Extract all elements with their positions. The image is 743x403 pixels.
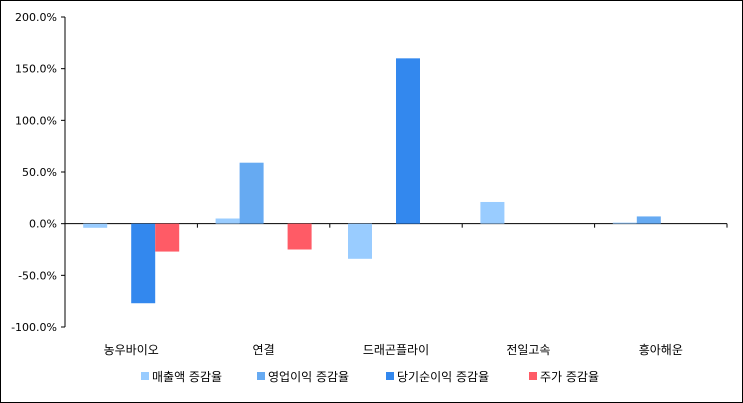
- category-label: 전일고속: [506, 343, 550, 357]
- y-tick-label: -50.0%: [18, 269, 57, 282]
- legend-swatch: [386, 372, 394, 380]
- bar: [612, 222, 637, 224]
- category-label: 드래곤플라이: [363, 343, 429, 357]
- y-tick-label: 100.0%: [15, 114, 57, 127]
- category-label: 연결: [253, 343, 275, 357]
- bar: [287, 223, 312, 250]
- legend-swatch: [257, 372, 265, 380]
- legend-label: 영업이익 증감율: [268, 370, 349, 384]
- bar: [636, 216, 661, 224]
- bar: [155, 223, 180, 252]
- y-tick-label: 0.0%: [29, 218, 57, 231]
- category-label: 농우바이오: [104, 343, 159, 357]
- y-tick-label: 50.0%: [22, 166, 57, 179]
- bar: [396, 58, 420, 224]
- legend-label: 매출액 증감율: [152, 370, 222, 384]
- bar: [480, 201, 505, 224]
- y-tick-label: 200.0%: [15, 11, 57, 24]
- legend-swatch: [529, 372, 537, 380]
- bar: [348, 223, 372, 259]
- bar: [215, 218, 240, 224]
- bar: [239, 162, 264, 224]
- legend-label: 주가 증감율: [540, 370, 599, 384]
- y-tick-label: 150.0%: [15, 63, 57, 76]
- category-label: 흥아해운: [639, 343, 683, 357]
- legend-swatch: [141, 372, 149, 380]
- y-tick-label: -100.0%: [11, 321, 57, 334]
- bar: [131, 223, 156, 304]
- legend-label: 당기순이익 증감율: [397, 370, 489, 384]
- bar: [83, 223, 108, 228]
